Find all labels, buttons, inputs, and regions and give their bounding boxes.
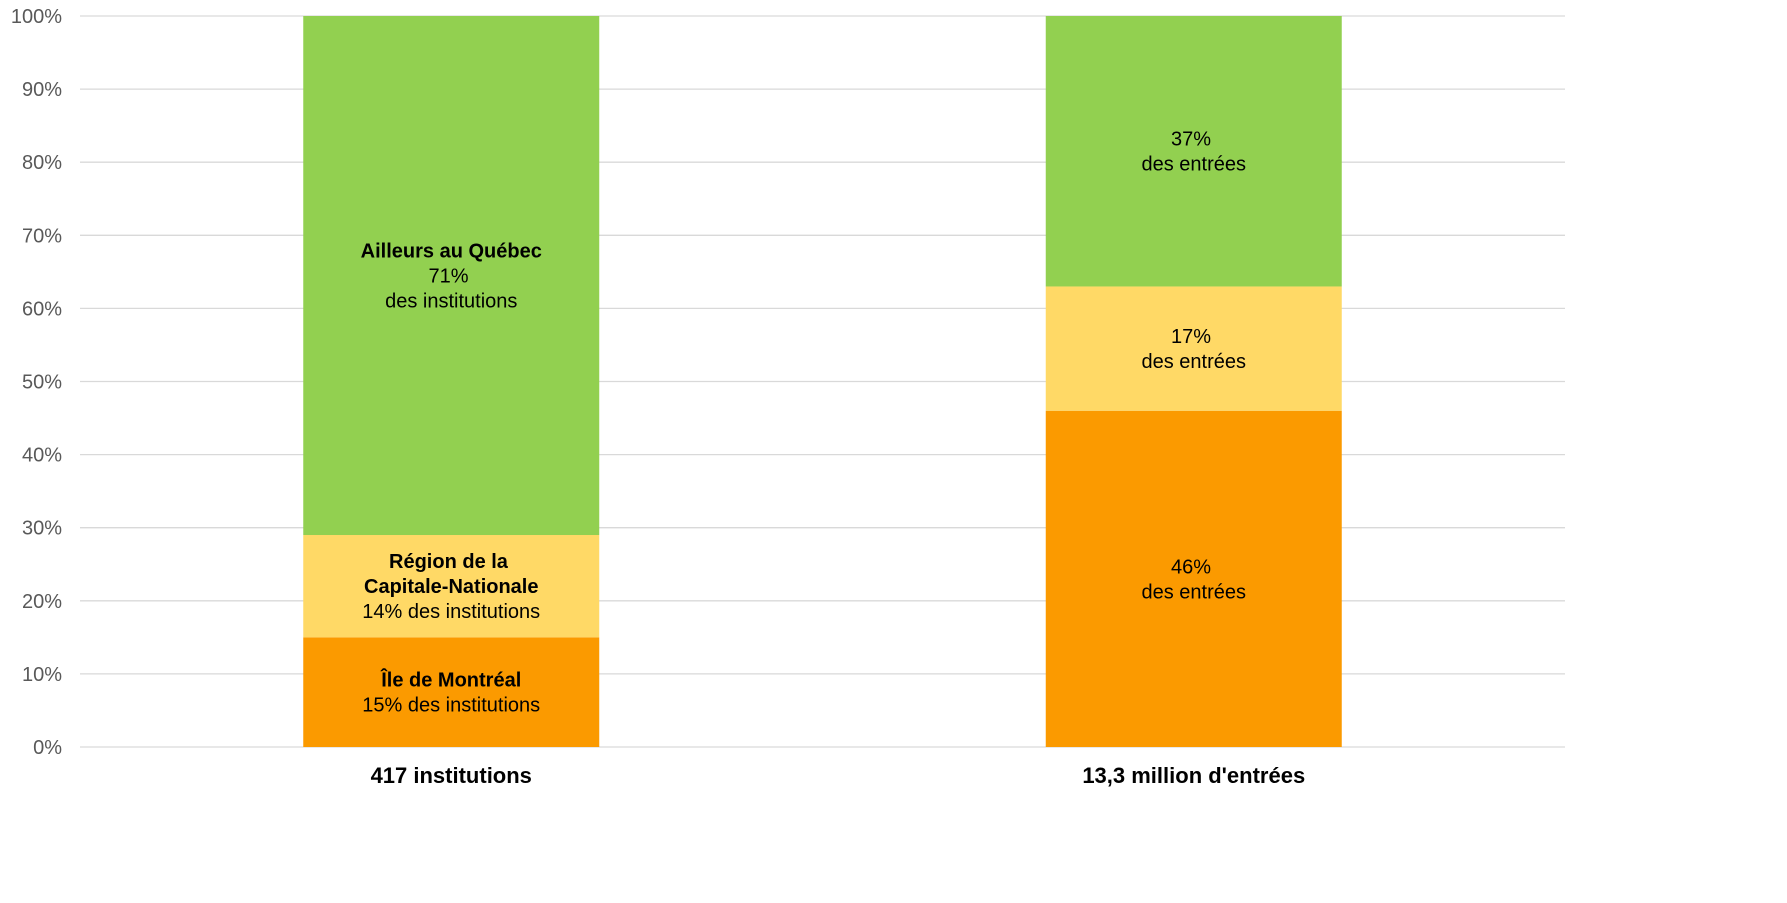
label-line: des institutions (385, 291, 517, 313)
label-line: 71% (428, 266, 474, 288)
label-line: 15% des institutions (362, 695, 540, 717)
value-label: 15% des institutions (362, 695, 540, 717)
label-line: 17% (1171, 326, 1217, 348)
bar-segment (303, 637, 600, 747)
y-tick-label: 0% (33, 737, 62, 759)
name-line: Ailleurs au Québec (361, 241, 542, 263)
name-line: Région de la (389, 551, 513, 573)
y-tick-label: 90% (22, 79, 62, 101)
y-tick-label: 50% (22, 372, 62, 394)
bar-segment (303, 16, 600, 536)
series-name: Région de la Capitale-Nationale (364, 551, 538, 598)
x-tick-label: 417 institutions (371, 763, 532, 788)
y-tick-label: 20% (22, 591, 62, 613)
y-tick-label: 10% (22, 664, 62, 686)
label-line: des entrées (1141, 154, 1246, 176)
y-tick-label: 100% (11, 6, 62, 28)
value-label: 14% des institutions (362, 601, 540, 623)
label-line: 37% (1171, 129, 1217, 151)
value-label: 37% des entrées (1141, 129, 1246, 176)
label-line: 46% (1171, 556, 1217, 578)
y-tick-label: 70% (22, 225, 62, 247)
y-tick-label: 80% (22, 152, 62, 174)
value-label: 46% des entrées (1141, 556, 1246, 603)
value-label: 71% des institutions (385, 266, 517, 313)
series-name: Île de Montréal (380, 668, 521, 692)
x-tick-label: 13,3 million d'entrées (1082, 763, 1305, 788)
y-tick-label: 40% (22, 445, 62, 467)
label-line: 14% des institutions (362, 601, 540, 623)
bar-segment (1045, 286, 1342, 411)
y-tick-label: 60% (22, 298, 62, 320)
name-line: Capitale-Nationale (364, 576, 538, 598)
bar-segment (1045, 410, 1342, 747)
bar-segment (303, 535, 600, 638)
label-line: des entrées (1141, 581, 1246, 603)
label-line: des entrées (1141, 351, 1246, 373)
y-tick-label: 30% (22, 518, 62, 540)
name-line: Île de Montréal (380, 668, 521, 692)
series-name: Ailleurs au Québec (361, 241, 542, 263)
value-label: 17% des entrées (1141, 326, 1246, 373)
bar-segment (1045, 16, 1342, 287)
